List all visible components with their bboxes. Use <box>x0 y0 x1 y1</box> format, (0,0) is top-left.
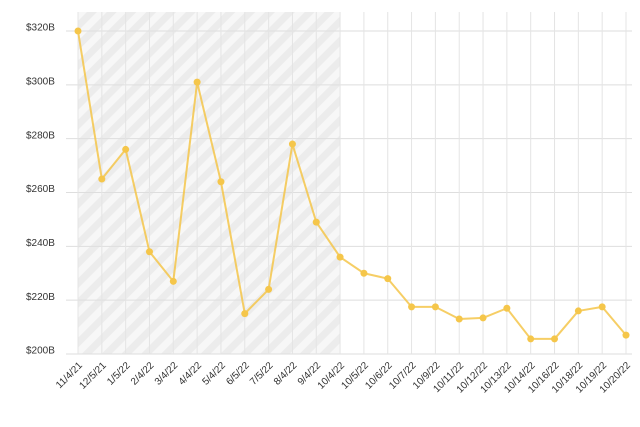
point <box>622 331 630 339</box>
point <box>336 253 344 261</box>
point <box>408 303 416 311</box>
x-tick-label: 8/4/22 <box>272 360 300 388</box>
x-tick-label: 1/5/22 <box>105 360 133 388</box>
point <box>431 303 439 311</box>
point <box>551 335 559 343</box>
point <box>574 307 582 315</box>
x-tick-label: 12/5/21 <box>77 360 109 392</box>
background-layer <box>78 12 341 354</box>
hatched-region <box>78 12 341 354</box>
y-tick-label: $220B <box>26 292 55 303</box>
mark-layer <box>74 27 630 343</box>
point <box>503 304 511 312</box>
point <box>527 335 535 343</box>
x-tick-label: 5/4/22 <box>201 360 229 388</box>
y-tick-label: $260B <box>26 184 55 195</box>
point <box>193 78 201 86</box>
x-tick-label: 3/4/22 <box>153 360 181 388</box>
point <box>455 315 463 323</box>
point <box>74 27 82 35</box>
point <box>217 178 225 186</box>
point <box>169 277 177 285</box>
point <box>598 303 606 311</box>
point <box>145 248 153 256</box>
x-tick-label: 7/5/22 <box>248 360 276 388</box>
y-tick-label: $320B <box>26 23 55 34</box>
x-tick-label: 4/4/22 <box>177 360 205 388</box>
x-tick-label: 6/5/22 <box>224 360 252 388</box>
point <box>384 275 392 283</box>
point <box>98 175 106 183</box>
point <box>241 310 249 318</box>
point <box>360 269 368 277</box>
line <box>77 30 627 340</box>
point <box>479 314 487 322</box>
point <box>122 145 130 153</box>
y-tick-label: $240B <box>26 238 55 249</box>
point <box>312 218 320 226</box>
point <box>265 285 273 293</box>
y-tick-label: $200B <box>26 346 55 357</box>
point <box>288 140 296 148</box>
y-tick-label: $300B <box>26 76 55 87</box>
x-tick-label: 2/4/22 <box>129 360 157 388</box>
y-tick-label: $280B <box>26 130 55 141</box>
